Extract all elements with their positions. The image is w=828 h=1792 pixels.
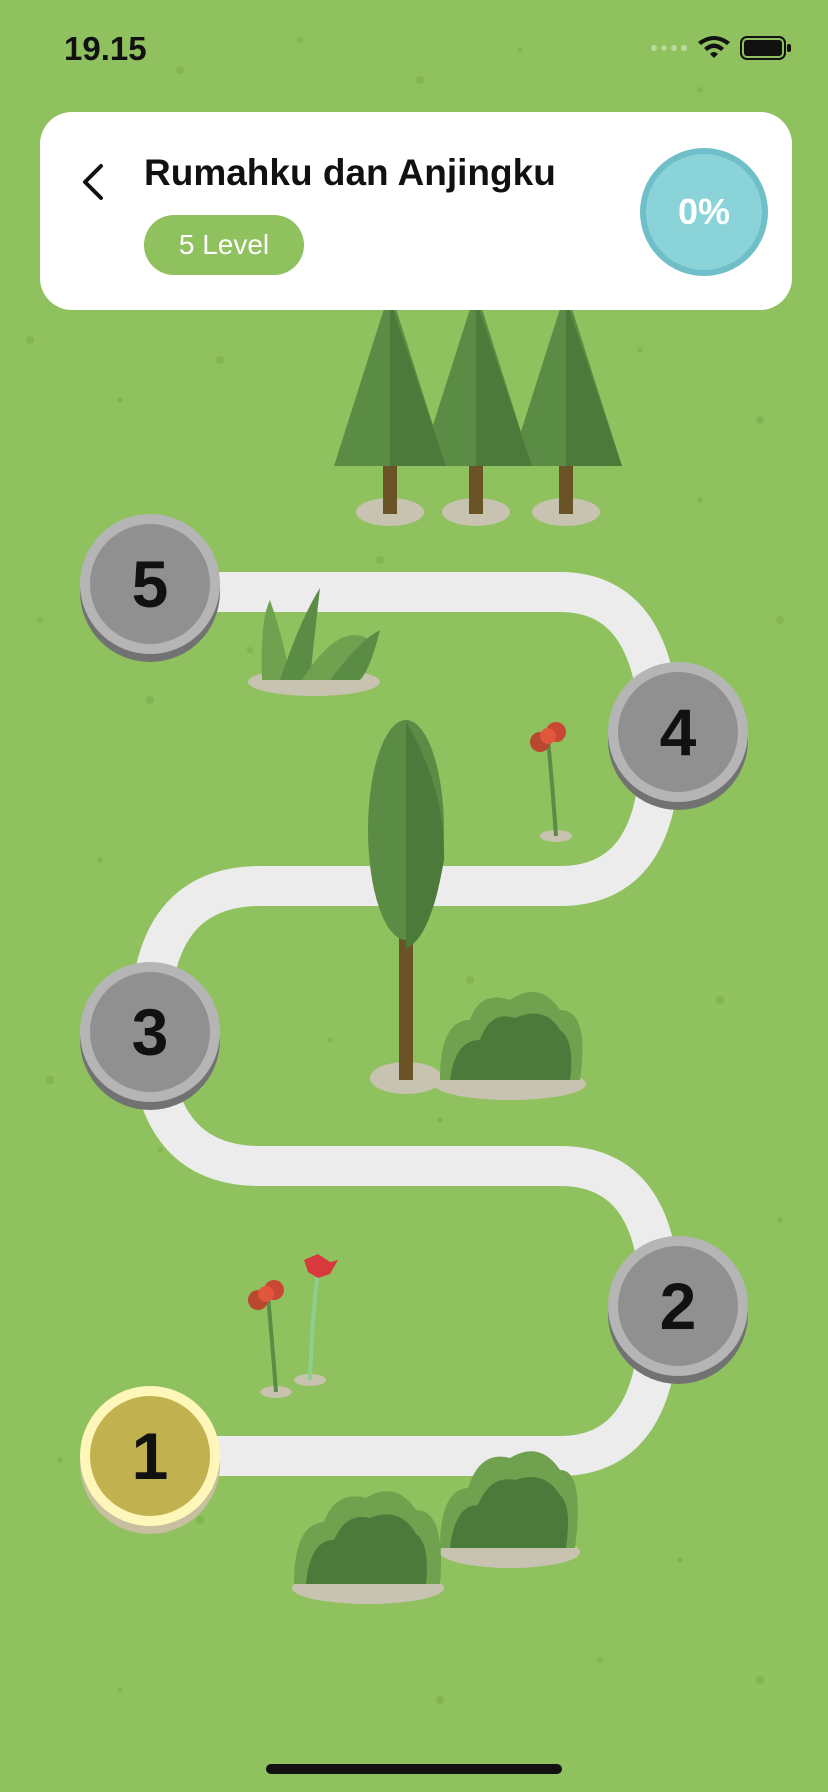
- lesson-header-card: Rumahku dan Anjingku 5 Level 0%: [40, 112, 792, 310]
- chevron-left-icon: [79, 162, 105, 207]
- level-count-badge: 5 Level: [144, 215, 304, 275]
- level-node-4[interactable]: 4: [608, 662, 748, 802]
- level-node-1[interactable]: 1: [80, 1386, 220, 1526]
- pine-trees: [334, 290, 622, 526]
- status-time: 19.15: [64, 30, 147, 67]
- tall-tree: [368, 720, 445, 1094]
- battery-icon: [740, 36, 792, 65]
- signal-icon: [650, 41, 688, 60]
- wifi-icon: [698, 36, 730, 65]
- bush-center: [434, 992, 586, 1100]
- progress-circle: 0%: [640, 148, 768, 276]
- back-button[interactable]: [60, 152, 124, 216]
- flower-right: [530, 722, 572, 842]
- bushes-bottom: [292, 1451, 580, 1604]
- home-indicator: [266, 1764, 562, 1774]
- grass-tuft: [248, 588, 380, 696]
- status-icons: [650, 36, 792, 65]
- lesson-title: Rumahku dan Anjingku: [144, 152, 556, 193]
- flowers-left: [248, 1254, 338, 1398]
- level-node-2[interactable]: 2: [608, 1236, 748, 1376]
- level-node-3[interactable]: 3: [80, 962, 220, 1102]
- level-node-5[interactable]: 5: [80, 514, 220, 654]
- status-bar: 19.15: [0, 0, 828, 100]
